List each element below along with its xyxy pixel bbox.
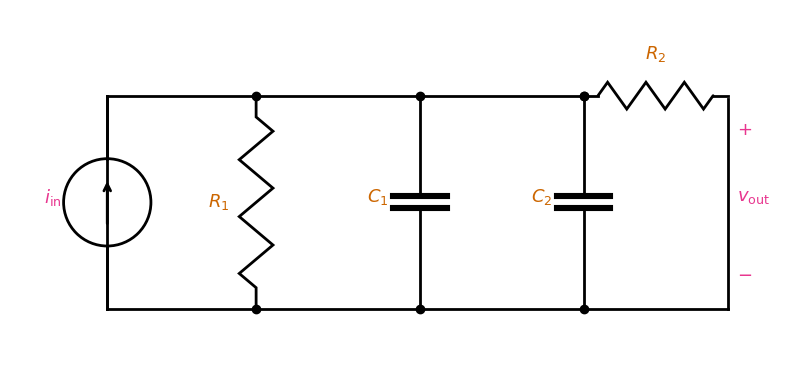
- Text: $\it{R}_1$: $\it{R}_1$: [207, 192, 229, 212]
- Text: $+$: $+$: [736, 122, 752, 139]
- Text: $\it{C}_1$: $\it{C}_1$: [367, 187, 389, 207]
- Text: $\it{C}_2$: $\it{C}_2$: [531, 187, 552, 207]
- Text: $\it{v}_{\rm out}$: $\it{v}_{\rm out}$: [736, 188, 769, 206]
- Text: $\it{i}$$_{\rm in}$: $\it{i}$$_{\rm in}$: [44, 187, 61, 208]
- Text: $-$: $-$: [736, 265, 752, 283]
- Text: $\it{R}_2$: $\it{R}_2$: [644, 44, 666, 64]
